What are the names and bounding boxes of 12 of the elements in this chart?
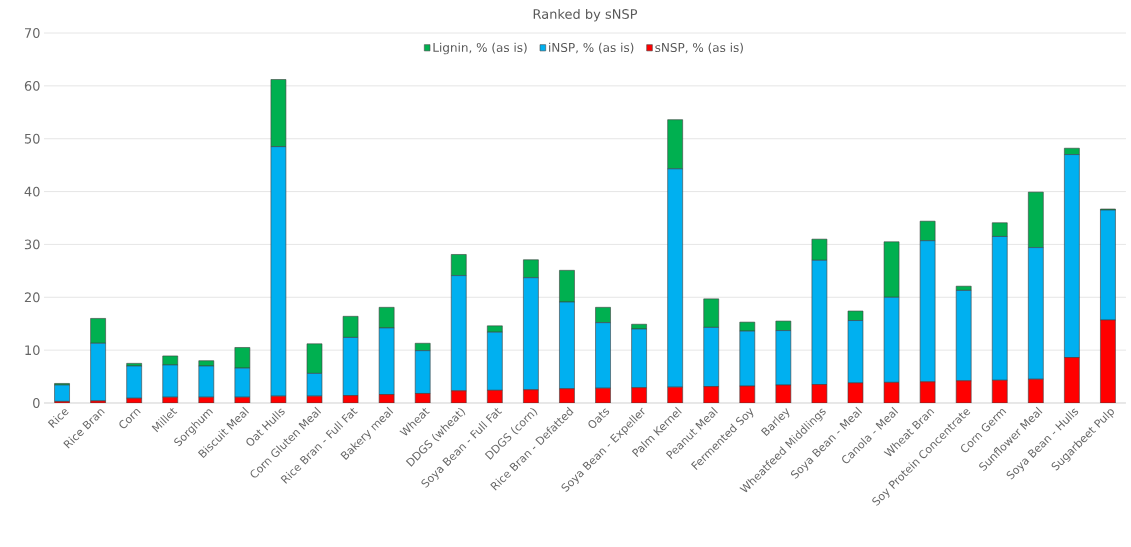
y-tick-label: 50: [24, 133, 40, 144]
legend-label: sNSP, % (as is): [655, 42, 743, 54]
y-tick-label: 10: [25, 345, 40, 356]
legend-label: Lignin, % (as is): [433, 42, 527, 55]
chart-title: Ranked by sNSP: [533, 8, 638, 22]
y-tick-label: 30: [24, 239, 40, 250]
y-tick-label: 40: [24, 186, 40, 197]
legend-label: iNSP, % (as is): [549, 42, 634, 54]
y-tick-label: 0: [33, 398, 40, 408]
y-tick-label: 60: [24, 80, 40, 91]
y-tick-label: 20: [24, 292, 40, 303]
y-tick-label: 70: [25, 28, 40, 38]
